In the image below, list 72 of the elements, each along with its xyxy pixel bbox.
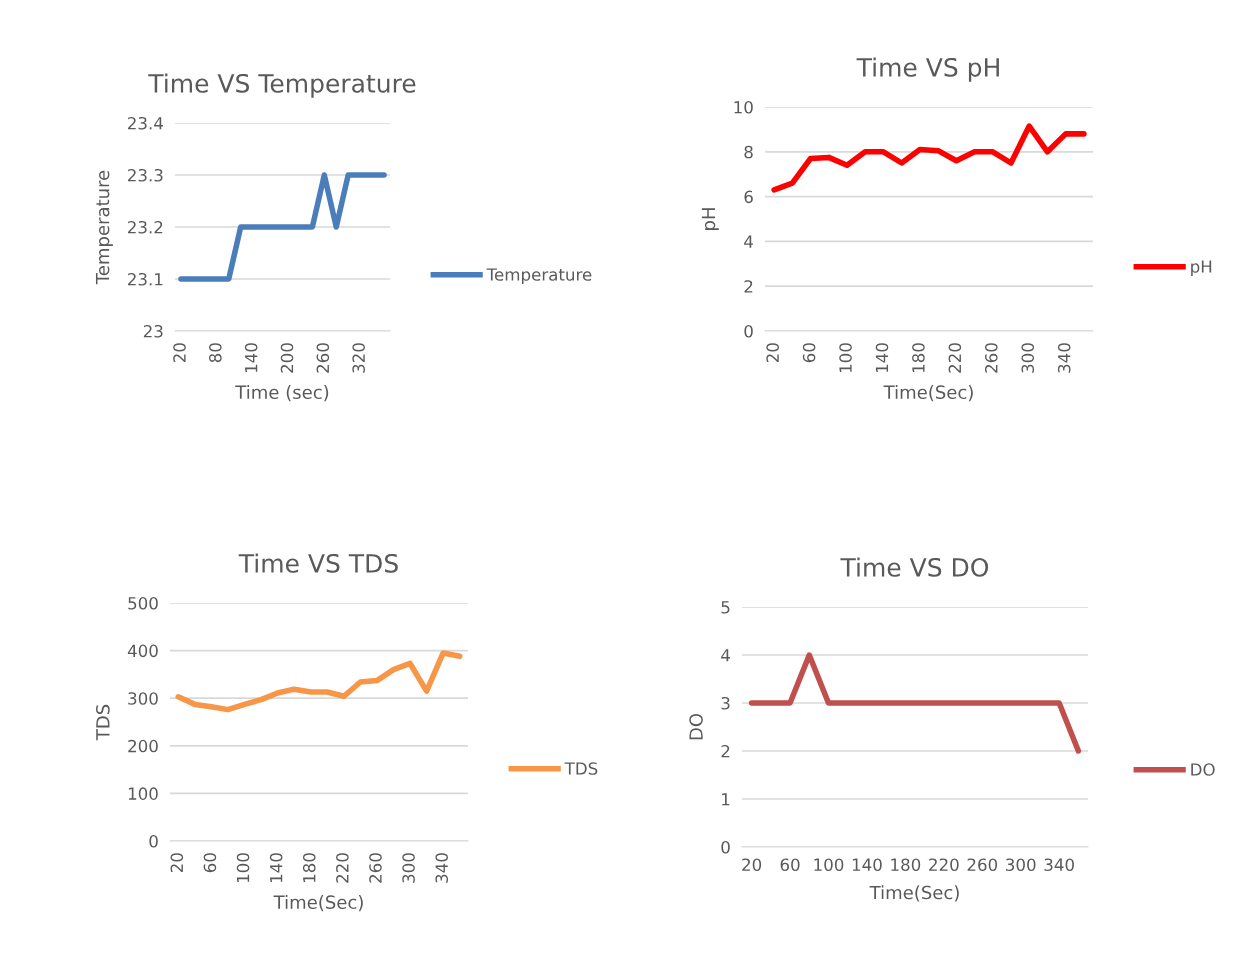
y-tick-label: 23.2 xyxy=(128,220,163,234)
legend-label: DO xyxy=(1191,763,1215,776)
y-tick-label: 2 xyxy=(744,280,753,293)
x-tick-label: 300 xyxy=(1006,858,1036,872)
legend-label: pH xyxy=(1191,260,1212,277)
x-tick-label: 20 xyxy=(742,858,762,872)
x-tick-label: 100 xyxy=(236,853,250,883)
y-tick-label: 6 xyxy=(744,190,753,204)
x-tick-label: 340 xyxy=(1044,858,1074,872)
chart-title: Time VS Temperature xyxy=(148,73,416,98)
y-axis-title: DO xyxy=(689,713,703,740)
x-tick-label: 140 xyxy=(269,853,283,883)
x-tick-label: 140 xyxy=(852,858,882,872)
x-tick-label: 260 xyxy=(967,858,998,872)
x-tick-label: 220 xyxy=(336,853,349,883)
legend-label: Temperature xyxy=(486,268,592,285)
y-tick-label: 23.3 xyxy=(128,168,163,182)
x-tick-label: 60 xyxy=(203,853,217,873)
x-tick-label: 20 xyxy=(766,343,779,363)
chart-title: Time VS DO xyxy=(840,557,989,577)
y-tick-label: 400 xyxy=(127,644,158,658)
y-tick-label: 500 xyxy=(128,596,158,610)
y-tick-label: 23.4 xyxy=(128,116,163,130)
x-tick-label: 260 xyxy=(316,343,330,373)
chart-title: Time VS pH xyxy=(856,57,999,82)
y-axis-title: Temperature xyxy=(95,170,113,285)
y-tick-label: 300 xyxy=(128,692,158,705)
x-axis-title: Time(Sec) xyxy=(869,885,959,902)
x-tick-label: 260 xyxy=(369,853,382,883)
y-tick-label: 23 xyxy=(143,324,163,338)
x-tick-label: 100 xyxy=(814,858,844,872)
x-tick-label: 80 xyxy=(209,343,222,363)
x-tick-label: 300 xyxy=(402,853,415,883)
x-tick-label: 220 xyxy=(948,343,962,373)
x-tick-label: 180 xyxy=(891,858,921,872)
x-tick-label: 60 xyxy=(780,858,800,872)
chart-title: Time VS TDS xyxy=(238,553,398,573)
legend-label: TDS xyxy=(564,762,598,775)
y-tick-label: 4 xyxy=(721,649,730,662)
y-tick-label: 10 xyxy=(734,100,753,114)
x-tick-label: 60 xyxy=(802,343,816,363)
x-tick-label: 300 xyxy=(1021,343,1035,373)
y-tick-label: 1 xyxy=(722,793,730,806)
y-tick-label: 0 xyxy=(149,834,158,848)
x-axis-title: Time(Sec) xyxy=(273,895,363,912)
y-tick-label: 5 xyxy=(721,601,730,614)
x-tick-label: 180 xyxy=(302,853,316,883)
x-tick-label: 20 xyxy=(173,343,186,363)
x-tick-label: 260 xyxy=(985,343,998,373)
x-tick-label: 220 xyxy=(929,858,959,872)
y-tick-label: 200 xyxy=(128,739,158,753)
y-tick-label: 0 xyxy=(744,324,753,338)
y-tick-label: 2 xyxy=(721,744,730,758)
x-tick-label: 320 xyxy=(352,343,365,373)
y-axis-title: pH xyxy=(701,208,719,230)
x-tick-label: 340 xyxy=(1057,343,1071,373)
y-tick-label: 0 xyxy=(721,840,730,854)
x-tick-label: 20 xyxy=(170,853,184,873)
x-tick-label: 140 xyxy=(244,343,258,373)
y-tick-label: 4 xyxy=(744,235,753,248)
y-tick-label: 100 xyxy=(128,787,158,800)
x-axis-title: Time(Sec) xyxy=(883,385,973,402)
x-tick-label: 340 xyxy=(435,853,448,883)
x-tick-label: 140 xyxy=(875,343,889,373)
y-axis-title: TDS xyxy=(96,704,110,741)
x-tick-label: 200 xyxy=(280,343,294,373)
y-tick-label: 3 xyxy=(721,696,730,710)
y-tick-label: 8 xyxy=(744,145,753,159)
x-tick-label: 180 xyxy=(912,343,925,373)
x-axis-title: Time (sec) xyxy=(235,385,329,402)
x-tick-label: 100 xyxy=(839,343,852,373)
y-tick-label: 23.1 xyxy=(128,272,163,286)
